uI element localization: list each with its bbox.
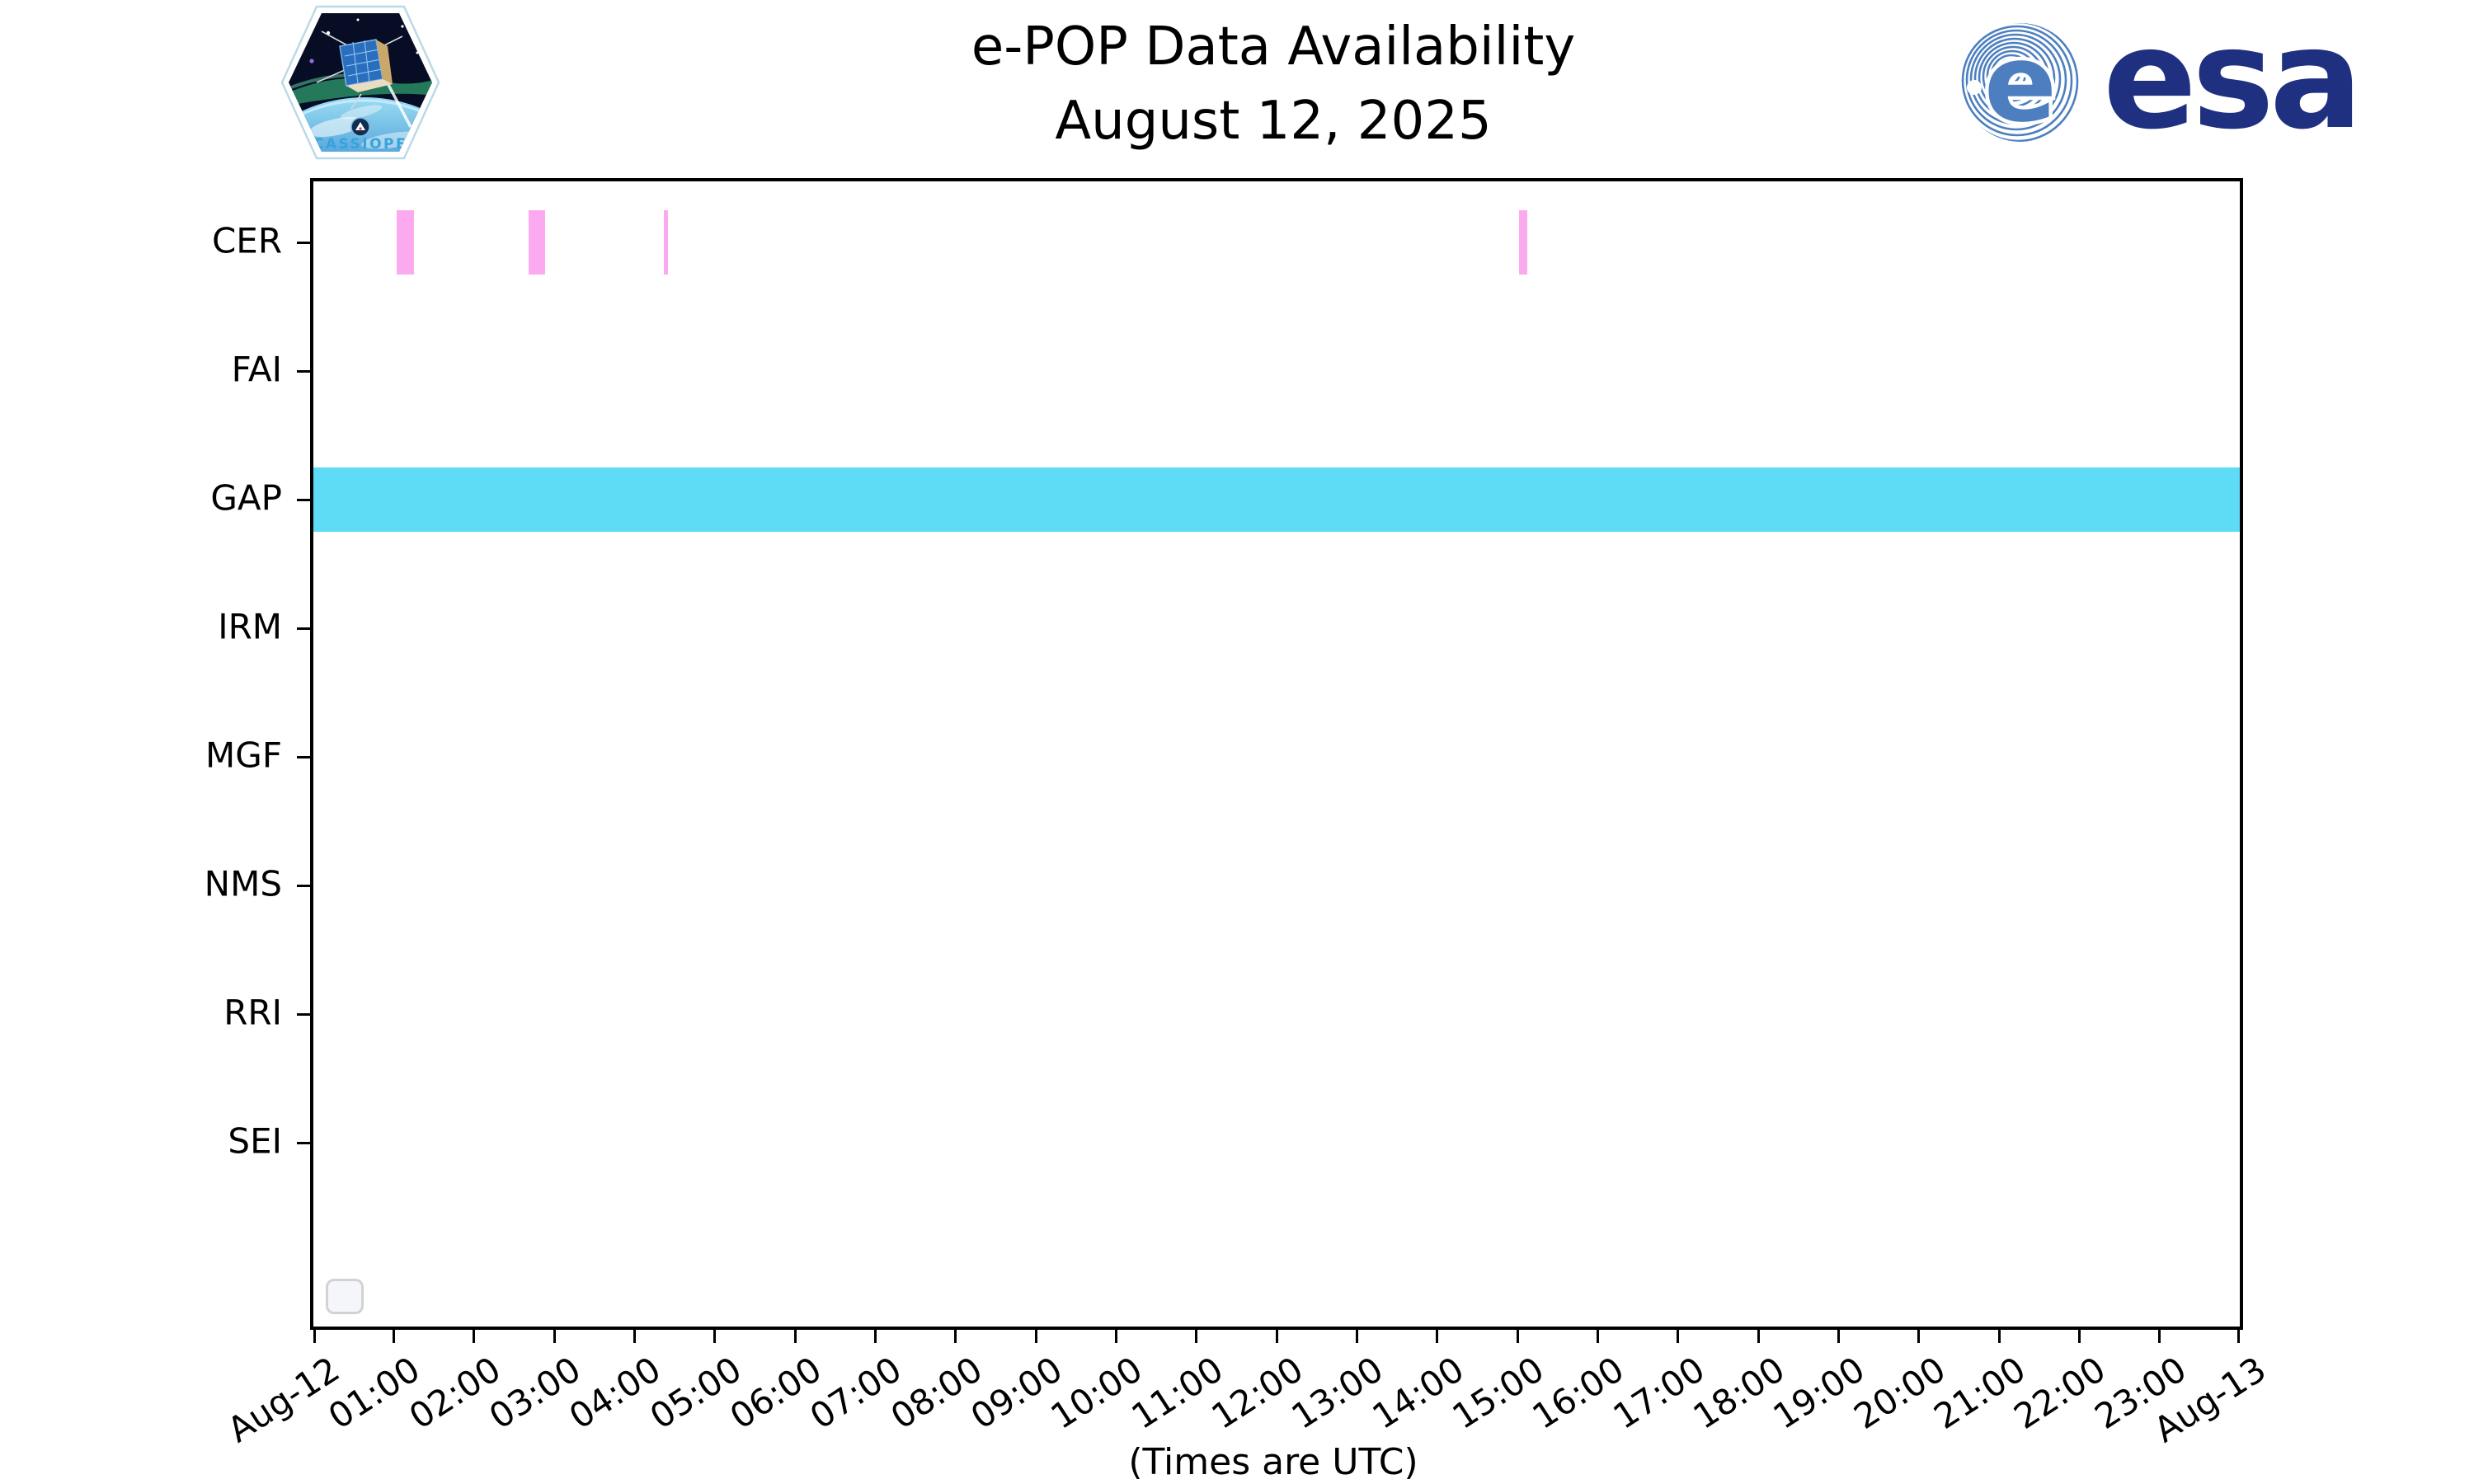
x-tick-label-19:00: 19:00	[1766, 1349, 1873, 1438]
x-tick-17:00	[1677, 1330, 1680, 1343]
x-tick-01:00	[392, 1330, 395, 1343]
y-tick-NMS	[297, 884, 310, 887]
y-tick-CER	[297, 241, 310, 244]
x-tick-label-16:00: 16:00	[1525, 1349, 1632, 1438]
x-tick-label-12:00: 12:00	[1204, 1349, 1310, 1438]
row-label-MGF: MGF	[205, 735, 282, 776]
esa-globe-e: e	[1984, 21, 2057, 146]
x-tick-02:00	[473, 1330, 476, 1343]
x-tick-06:00	[793, 1330, 797, 1343]
esa-globe-icon: e	[1961, 17, 2080, 150]
x-tick-label-17:00: 17:00	[1606, 1349, 1712, 1438]
page-title-line2: August 12, 2025	[1055, 91, 1492, 152]
bar-CER-04:22	[664, 210, 669, 275]
bar-GAP-00:00	[313, 467, 2240, 532]
utc-note: (Times are UTC)	[1128, 1441, 1418, 1483]
x-tick-Aug-12	[313, 1330, 316, 1343]
x-tick-18:00	[1757, 1330, 1760, 1343]
y-tick-GAP	[297, 498, 310, 501]
x-tick-label-01:00: 01:00	[321, 1349, 428, 1438]
row-label-GAP: GAP	[210, 477, 282, 519]
cassiope-satellite-icon	[316, 31, 403, 110]
y-tick-RRI	[297, 1012, 310, 1016]
x-tick-20:00	[1917, 1330, 1921, 1343]
bar-CER-15:01	[1518, 210, 1527, 275]
x-tick-label-10:00: 10:00	[1043, 1349, 1150, 1438]
x-tick-label-14:00: 14:00	[1365, 1349, 1471, 1438]
legend-placeholder	[326, 1279, 364, 1314]
x-tick-label-22:00: 22:00	[2006, 1349, 2114, 1438]
x-tick-03:00	[553, 1330, 556, 1343]
y-tick-FAI	[297, 369, 310, 373]
row-label-NMS: NMS	[204, 863, 282, 904]
x-tick-label-06:00: 06:00	[722, 1349, 829, 1438]
bar-CER-01:02	[397, 210, 414, 275]
x-tick-Aug-13	[2237, 1330, 2240, 1343]
x-tick-13:00	[1355, 1330, 1358, 1343]
page-title: e-POP Data Availability August 12, 2025	[310, 10, 2236, 158]
x-tick-15:00	[1516, 1330, 1519, 1343]
bar-CER-02:41	[528, 210, 546, 275]
row-label-IRM: IRM	[218, 606, 282, 647]
x-tick-label-07:00: 07:00	[802, 1349, 910, 1438]
x-tick-19:00	[1837, 1330, 1840, 1343]
x-tick-21:00	[1997, 1330, 2001, 1343]
x-tick-05:00	[713, 1330, 717, 1343]
aurora	[289, 78, 432, 106]
x-tick-14:00	[1436, 1330, 1439, 1343]
x-tick-label-18:00: 18:00	[1686, 1349, 1792, 1438]
row-label-RRI: RRI	[223, 992, 282, 1033]
x-tick-04:00	[633, 1330, 636, 1343]
row-label-SEI: SEI	[228, 1120, 282, 1162]
x-tick-23:00	[2158, 1330, 2161, 1343]
page-title-line1: e-POP Data Availability	[971, 16, 1576, 77]
row-label-CER: CER	[211, 220, 282, 261]
x-tick-label-11:00: 11:00	[1124, 1349, 1230, 1438]
x-tick-label-15:00: 15:00	[1445, 1349, 1551, 1438]
y-tick-IRM	[297, 627, 310, 630]
cassiope-logo-label: CASSIOPE	[313, 136, 407, 153]
x-tick-08:00	[954, 1330, 957, 1343]
y-tick-SEI	[297, 1141, 310, 1144]
x-tick-label-20:00: 20:00	[1846, 1349, 1953, 1438]
x-tick-12:00	[1275, 1330, 1278, 1343]
x-tick-label-02:00: 02:00	[402, 1349, 508, 1438]
plot-area: CER FAI GAP IRM MGF NMS RRI SEI Aug-12 01:00 02:00…	[205, 178, 2274, 1450]
cassiope-mission-patch: CASSIOPE	[280, 5, 440, 160]
x-tick-10:00	[1114, 1330, 1117, 1343]
x-tick-label-21:00: 21:00	[1926, 1349, 2033, 1438]
row-label-FAI: FAI	[231, 349, 282, 390]
x-tick-22:00	[2077, 1330, 2081, 1343]
x-tick-16:00	[1596, 1330, 1599, 1343]
x-tick-11:00	[1195, 1330, 1198, 1343]
y-tick-MGF	[297, 755, 310, 758]
x-tick-label-03:00: 03:00	[482, 1349, 588, 1438]
x-tick-09:00	[1034, 1330, 1037, 1343]
esa-wordmark: esa	[2103, 15, 2358, 155]
esa-logo: e esa	[1961, 15, 2363, 155]
x-tick-label-13:00: 13:00	[1284, 1349, 1391, 1438]
x-tick-label-09:00: 09:00	[963, 1349, 1070, 1438]
x-tick-label-05:00: 05:00	[642, 1349, 749, 1438]
x-tick-07:00	[873, 1330, 877, 1343]
x-tick-label-08:00: 08:00	[883, 1349, 990, 1438]
x-tick-label-04:00: 04:00	[562, 1349, 669, 1438]
